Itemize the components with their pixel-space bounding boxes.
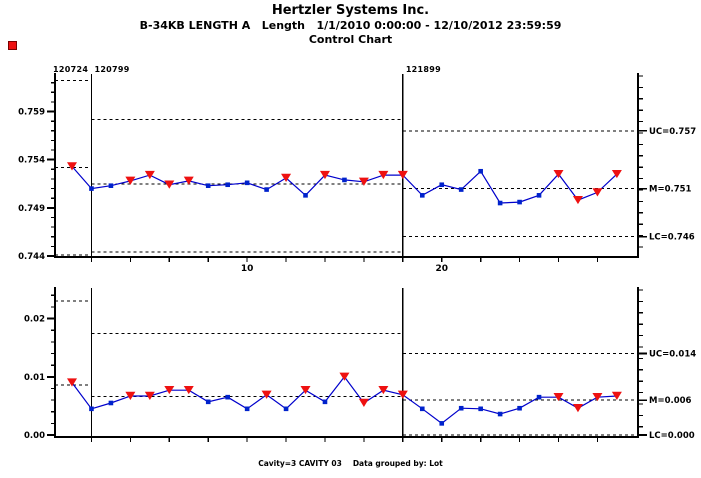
control-limit-label: LC=0.000 (649, 431, 695, 441)
x-axis-tick-label: 10 (241, 264, 254, 274)
chart-footer: Cavity=3 CAVITY 03 Data grouped by: Lot (0, 459, 701, 468)
data-point-flagged[interactable] (261, 390, 272, 399)
data-point[interactable] (205, 399, 211, 405)
data-point-flagged[interactable] (592, 188, 603, 197)
data-point-flagged[interactable] (553, 169, 564, 179)
data-point[interactable] (244, 180, 250, 186)
data-point-flagged[interactable] (378, 385, 389, 395)
data-point[interactable] (517, 199, 522, 205)
data-point-flagged[interactable] (125, 391, 136, 401)
data-point-flagged[interactable] (611, 169, 622, 179)
data-point-flagged[interactable] (358, 398, 369, 407)
data-point[interactable] (439, 182, 445, 188)
y-axis-tick-label: 0.02 (24, 315, 45, 325)
control-limit-label: UC=0.757 (649, 127, 696, 137)
data-point-flagged[interactable] (164, 385, 175, 395)
data-point-flagged[interactable] (67, 162, 77, 171)
data-point-flagged[interactable] (125, 176, 136, 185)
y-axis-tick-label: 0.749 (18, 204, 45, 214)
data-point-flagged[interactable] (319, 170, 330, 180)
data-point[interactable] (458, 405, 464, 411)
data-point[interactable] (517, 405, 522, 411)
data-point-flagged[interactable] (300, 385, 311, 395)
y-axis-tick-label: 0.754 (18, 156, 45, 166)
data-point[interactable] (497, 200, 503, 206)
data-point-flagged[interactable] (183, 176, 194, 185)
data-point-flagged[interactable] (397, 390, 408, 399)
data-point-flagged[interactable] (67, 378, 77, 387)
data-point[interactable] (205, 183, 211, 189)
individuals-chart: 0.744 0.749 0.754 0.759 10 20 120724 120799 1218… (18, 65, 696, 274)
section-label: 120799 (94, 65, 129, 74)
data-point[interactable] (497, 411, 503, 417)
y-axis-tick-label: 0.759 (18, 108, 45, 118)
data-point[interactable] (244, 406, 250, 412)
data-point-flagged[interactable] (281, 173, 292, 182)
data-point-flagged[interactable] (183, 385, 194, 395)
data-point-flagged[interactable] (164, 180, 175, 189)
control-limit-label: M=0.751 (649, 185, 692, 195)
data-point[interactable] (478, 168, 483, 174)
company-title: Hertzler Systems Inc. (271, 3, 430, 18)
data-point[interactable] (108, 183, 114, 189)
data-point[interactable] (225, 182, 230, 188)
data-point[interactable] (478, 406, 483, 412)
data-point-flagged[interactable] (358, 177, 369, 186)
data-point-flagged[interactable] (611, 391, 622, 401)
data-point[interactable] (303, 193, 308, 198)
control-limit-label: UC=0.014 (649, 350, 696, 360)
data-point[interactable] (439, 421, 445, 426)
data-point[interactable] (225, 394, 230, 400)
data-point[interactable] (264, 187, 269, 192)
chart-header: Hertzler Systems Inc. B-34KB LENGTH A Le… (0, 3, 701, 46)
data-point[interactable] (342, 177, 347, 183)
data-point-flagged[interactable] (144, 391, 155, 401)
control-limit-label: M=0.006 (649, 396, 692, 406)
chart-subtitle: B-34KB LENGTH A Length 1/1/2010 0:00:00 … (139, 19, 562, 32)
data-point-flagged[interactable] (144, 170, 155, 180)
data-point[interactable] (536, 193, 542, 198)
y-axis-tick-label: 0.00 (24, 431, 45, 441)
data-point-flagged[interactable] (339, 372, 350, 381)
range-chart: 0.00 0.01 0.02 UC=0.014 M=0.006 LC=0.000 (24, 287, 696, 442)
x-axis-tick-label: 20 (435, 264, 448, 274)
footer-grouped-by-label: Data grouped by: Lot (352, 459, 443, 468)
data-point-flagged[interactable] (572, 404, 583, 413)
alert-indicator (8, 41, 17, 50)
data-point-flagged[interactable] (572, 195, 583, 205)
data-point[interactable] (283, 406, 289, 412)
data-point[interactable] (536, 394, 542, 400)
data-point-flagged[interactable] (553, 392, 564, 402)
control-limit-label: LC=0.746 (649, 233, 695, 243)
chart-type-label: Control Chart (308, 33, 393, 46)
data-point[interactable] (458, 187, 464, 192)
data-point[interactable] (419, 406, 425, 412)
section-label: 120724 (53, 65, 88, 74)
footer-cavity-label: Cavity=3 CAVITY 03 (258, 459, 342, 468)
data-point-flagged[interactable] (592, 392, 603, 402)
data-point[interactable] (322, 399, 328, 405)
data-point[interactable] (419, 193, 425, 198)
data-point-flagged[interactable] (397, 170, 408, 180)
data-point-flagged[interactable] (378, 170, 389, 180)
data-point[interactable] (89, 186, 94, 191)
data-point[interactable] (89, 406, 94, 412)
y-axis-tick-label: 0.01 (24, 373, 45, 383)
data-point[interactable] (108, 400, 114, 406)
section-label: 121899 (406, 65, 441, 74)
y-axis-tick-label: 0.744 (18, 252, 45, 262)
